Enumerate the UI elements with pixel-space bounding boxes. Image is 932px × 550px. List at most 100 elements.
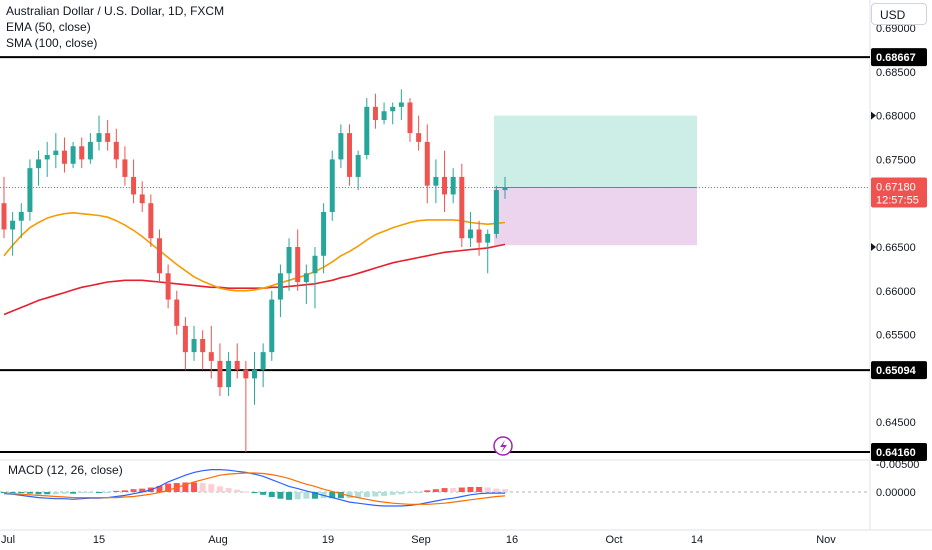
macd-histogram-bar (363, 492, 370, 498)
candle-body (295, 247, 301, 283)
macd-histogram-bar (96, 492, 103, 493)
candle-body (381, 111, 387, 120)
macd-histogram-bar (87, 492, 94, 493)
candle-body (234, 360, 240, 370)
current-price-label-bg (871, 177, 927, 208)
candle-body (61, 150, 67, 164)
countdown-label: 12:57:55 (876, 194, 919, 206)
macd-histogram-bar (44, 492, 51, 495)
macd-histogram-bar (18, 492, 25, 494)
chart-title: Australian Dollar / U.S. Dollar, 1D, FXC… (6, 4, 225, 18)
time-tick-label: Nov (816, 534, 836, 546)
candle-body (156, 238, 162, 274)
macd-histogram-bar (234, 489, 241, 492)
macd-tick-label: -0.00500 (876, 459, 919, 471)
candle-body (148, 203, 154, 239)
macd-histogram-bar (467, 486, 474, 492)
level-label-bg (871, 361, 927, 380)
candle-body (10, 220, 16, 230)
macd-histogram-bar (493, 488, 500, 492)
macd-histogram-bar (35, 492, 42, 495)
sma-legend: SMA (100, close) (6, 36, 98, 50)
macd-histogram-bar (458, 487, 465, 492)
macd-histogram-bar (199, 483, 206, 492)
candle-body (433, 176, 439, 186)
candle-body (286, 247, 292, 274)
price-tick-label: 0.65500 (876, 330, 916, 342)
macd-histogram-bar (381, 492, 388, 496)
price-marker-icon (871, 111, 876, 120)
macd-histogram-bar (9, 492, 16, 493)
price-tick-label: 0.66500 (876, 242, 916, 254)
macd-histogram-bar (1, 492, 7, 493)
sma-100-line (3, 243, 506, 316)
price-tick-label: 0.68500 (876, 67, 916, 79)
candle-body (200, 338, 206, 353)
lightning-icon (500, 440, 507, 453)
macd-histogram-bar (182, 482, 189, 492)
candle-body (70, 146, 76, 164)
macd-histogram-bar (424, 490, 431, 492)
macd-histogram-bar (61, 492, 68, 494)
candle-body (476, 229, 482, 243)
candle-body (329, 159, 335, 212)
stop-zone (494, 187, 697, 246)
time-tick-label: Jul (1, 534, 15, 546)
time-tick-label: 14 (691, 534, 703, 546)
candle-body (165, 273, 171, 300)
price-marker-icon (871, 243, 876, 252)
currency-button[interactable]: USD (871, 3, 927, 25)
macd-histogram-bar (251, 492, 258, 494)
macd-histogram-bar (191, 482, 198, 492)
candle-body (277, 273, 283, 300)
candle-body (44, 155, 50, 160)
macd-histogram-bar (216, 486, 223, 492)
candle-body (79, 146, 85, 160)
macd-histogram-bar (268, 492, 275, 498)
macd-histogram-bar (476, 486, 483, 492)
macd-histogram-bar (484, 487, 491, 492)
candle-body (252, 369, 257, 379)
macd-histogram-bar (70, 492, 77, 494)
macd-histogram-bar (26, 492, 33, 494)
candle-body (390, 106, 396, 112)
candle-body (467, 229, 473, 239)
candle-body (191, 338, 197, 353)
ema-legend: EMA (50, close) (6, 20, 91, 34)
candle-body (303, 273, 309, 283)
candle-body (36, 159, 42, 169)
level-label-bg (871, 48, 927, 67)
candle-body (226, 360, 232, 388)
level-label: 0.64160 (876, 447, 916, 459)
candle-body (459, 176, 465, 239)
candle-body (139, 194, 145, 204)
macd-histogram-bar (372, 492, 379, 497)
macd-histogram-bar (78, 492, 85, 494)
candle-body (1, 203, 7, 230)
macd-histogram-bar (294, 492, 301, 500)
level-label: 0.65094 (876, 365, 917, 377)
candle-body (105, 133, 111, 142)
candle-body (18, 211, 24, 221)
candle-body (27, 168, 33, 212)
candle-body (113, 141, 119, 160)
candle-body (372, 106, 378, 120)
candle-body (493, 190, 499, 234)
macd-signal-line (3, 472, 506, 505)
candle-body (416, 133, 422, 142)
macd-histogram-bar (260, 492, 267, 495)
macd-histogram-bar (441, 488, 448, 492)
macd-legend: MACD (12, 26, close) (8, 463, 123, 477)
time-tick-label: Sep (411, 534, 431, 546)
candle-body (450, 176, 456, 195)
macd-histogram-bar (337, 492, 344, 499)
candle-body (208, 352, 214, 361)
macd-histogram-bar (432, 489, 439, 492)
macd-histogram-bar (406, 492, 413, 494)
macd-histogram-bar (355, 492, 362, 498)
candle-body (398, 102, 404, 107)
time-tick-label: 16 (506, 534, 518, 546)
macd-histogram-bar (121, 490, 128, 492)
candle-body (355, 155, 361, 177)
